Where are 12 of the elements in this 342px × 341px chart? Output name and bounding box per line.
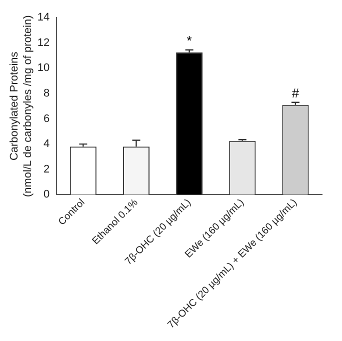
annotation: * bbox=[186, 32, 192, 48]
text: (nmol/L de carbonyles /mg of protein) bbox=[22, 15, 34, 198]
y-tick-label: 8 bbox=[44, 88, 50, 100]
y-tick-label: 14 bbox=[37, 12, 50, 24]
y-tick-label: 10 bbox=[37, 62, 50, 74]
y-tick-label: 2 bbox=[44, 163, 50, 176]
y-tick-label: 6 bbox=[44, 112, 50, 125]
text: Carbonylated Proteins bbox=[8, 52, 21, 161]
annotation: # bbox=[292, 85, 300, 100]
y-tick-label: 0 bbox=[44, 188, 50, 201]
y-tick-label: 12 bbox=[37, 36, 50, 49]
y-tick-label: 4 bbox=[44, 138, 50, 150]
